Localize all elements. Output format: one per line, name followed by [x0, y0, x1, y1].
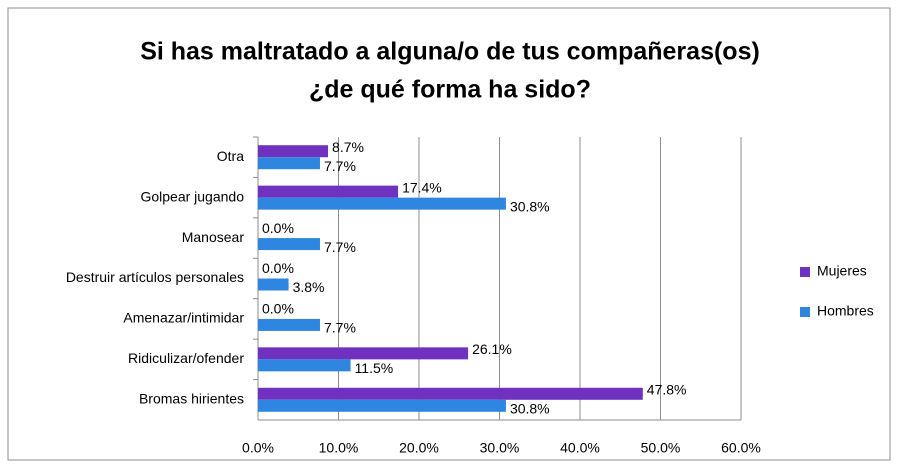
y-tick-label: Ridiculizar/ofender: [128, 350, 244, 366]
bar: [258, 399, 506, 412]
bar: [258, 238, 320, 251]
value-label: 3.8%: [293, 279, 325, 295]
legend-swatch: [800, 267, 810, 277]
value-label: 17.4%: [402, 179, 442, 195]
legend-label: Mujeres: [817, 263, 867, 279]
value-label: 30.8%: [510, 198, 550, 214]
chart-title: Si has maltratado a alguna/o de tus comp…: [140, 38, 760, 66]
y-tick-label: Amenazar/intimidar: [123, 310, 244, 326]
value-label: 30.8%: [510, 400, 550, 416]
value-label: 0.0%: [262, 260, 294, 276]
value-label: 11.5%: [355, 360, 394, 376]
value-label: 0.0%: [262, 220, 294, 236]
legend-label: Hombres: [817, 303, 874, 319]
value-label: 7.7%: [324, 158, 356, 174]
chart-frame: [7, 7, 891, 461]
x-tick-label: 50.0%: [641, 440, 681, 456]
bar: [258, 157, 320, 170]
bar: [258, 278, 289, 291]
bar: [258, 145, 329, 158]
y-tick-label: Golpear jugando: [140, 188, 244, 204]
x-tick-label: 60.0%: [721, 440, 761, 456]
y-tick-label: Otra: [217, 148, 244, 164]
value-label: 8.7%: [332, 139, 364, 155]
x-tick-label: 10.0%: [319, 440, 359, 456]
value-label: 47.8%: [647, 381, 687, 397]
bar: [258, 347, 469, 360]
bar: [258, 185, 399, 198]
y-tick-label: Manosear: [182, 229, 245, 245]
bar: [258, 318, 320, 331]
value-label: 7.7%: [324, 320, 356, 336]
x-tick-label: 30.0%: [480, 440, 520, 456]
bar: [258, 387, 643, 400]
chart-title: ¿de qué forma ha sido?: [309, 76, 591, 104]
value-label: 7.7%: [324, 239, 356, 255]
y-tick-label: Bromas hirientes: [139, 390, 244, 406]
x-tick-label: 20.0%: [399, 440, 439, 456]
bar: [258, 359, 351, 372]
legend-swatch: [800, 307, 810, 317]
value-label: 0.0%: [262, 301, 294, 317]
x-tick-label: 40.0%: [560, 440, 600, 456]
value-label: 26.1%: [472, 341, 512, 357]
bar: [258, 197, 506, 210]
y-tick-label: Destruir artículos personales: [66, 269, 244, 285]
x-tick-label: 0.0%: [242, 440, 274, 456]
